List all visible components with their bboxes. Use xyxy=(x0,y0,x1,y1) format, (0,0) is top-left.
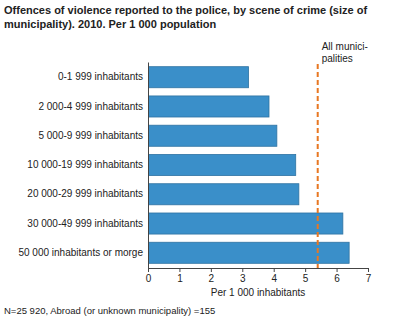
x-tick: 6 xyxy=(334,268,340,284)
y-tick: 2 000-4 999 inhabitants xyxy=(38,101,148,112)
x-tick: 1 xyxy=(177,268,183,284)
bar xyxy=(148,154,296,175)
y-tick: 0-1 999 inhabitants xyxy=(58,71,148,82)
x-axis: 0 1 2 3 4 5 6 7 xyxy=(146,268,372,284)
y-tick-label: 10 000-19 999 inhabitants xyxy=(27,159,143,170)
y-axis: 0-1 999 inhabitants 2 000-4 999 inhabitan… xyxy=(18,63,148,269)
reference-label-line: palities xyxy=(322,53,353,64)
bar xyxy=(148,213,343,234)
footnote: N=25 920, Abroad (or unknown municipalit… xyxy=(4,305,215,316)
x-tick-mark xyxy=(274,268,275,272)
x-tick: 0 xyxy=(146,268,152,284)
bar xyxy=(148,67,249,88)
x-tick-label: 0 xyxy=(146,273,152,284)
y-tick: 30 000-49 999 inhabitants xyxy=(27,218,148,229)
y-tick-label: 0-1 999 inhabitants xyxy=(58,71,143,82)
y-tick: 5 000-9 999 inhabitants xyxy=(38,130,148,141)
x-tick-label: 1 xyxy=(177,273,183,284)
x-tick-label: 4 xyxy=(271,273,277,284)
x-tick-mark xyxy=(337,268,338,272)
x-tick-label: 2 xyxy=(209,273,215,284)
y-tick-label: 20 000-29 999 inhabitants xyxy=(27,188,143,199)
bar xyxy=(148,125,277,146)
y-tick: 10 000-19 999 inhabitants xyxy=(27,159,148,170)
bar xyxy=(148,184,299,205)
title: Offences of violence reported to the pol… xyxy=(4,4,370,30)
x-tick: 4 xyxy=(271,268,277,284)
y-tick-label: 2 000-4 999 inhabitants xyxy=(38,101,143,112)
x-tick-label: 5 xyxy=(303,273,309,284)
bar xyxy=(148,96,269,117)
title-line: municipality). 2010. Per 1 000 populatio… xyxy=(4,18,216,30)
x-axis-line xyxy=(149,269,369,273)
title-line: Offences of violence reported to the pol… xyxy=(4,4,370,16)
y-tick: 20 000-29 999 inhabitants xyxy=(27,188,148,199)
x-tick: 2 xyxy=(209,268,215,284)
reference-label-line: All munici- xyxy=(322,41,368,52)
x-tick-mark xyxy=(211,268,212,272)
x-tick-mark xyxy=(242,268,243,272)
chart: Offences of violence reported to the pol… xyxy=(0,0,400,320)
x-tick-label: 6 xyxy=(334,273,340,284)
x-tick: 5 xyxy=(303,268,309,284)
bar xyxy=(148,242,349,263)
x-tick-label: 7 xyxy=(366,273,372,284)
x-tick: 7 xyxy=(366,268,372,284)
y-axis-line xyxy=(148,63,149,269)
x-tick-mark xyxy=(305,268,306,272)
x-tick-mark xyxy=(368,268,369,272)
x-tick-label: 3 xyxy=(240,273,246,284)
y-tick-label: 50 000 inhabitants or morge xyxy=(18,247,143,258)
x-tick-mark xyxy=(179,268,180,272)
reference-line xyxy=(317,62,319,268)
x-tick-mark xyxy=(148,268,149,272)
x-axis-title: Per 1 000 inhabitants xyxy=(211,287,306,298)
plot xyxy=(148,62,349,268)
y-tick-label: 5 000-9 999 inhabitants xyxy=(38,130,143,141)
y-tick-label: 30 000-49 999 inhabitants xyxy=(27,218,143,229)
x-tick: 3 xyxy=(240,268,246,284)
y-tick: 50 000 inhabitants or morge xyxy=(18,247,148,258)
reference-label: All munici-palities xyxy=(322,41,368,64)
